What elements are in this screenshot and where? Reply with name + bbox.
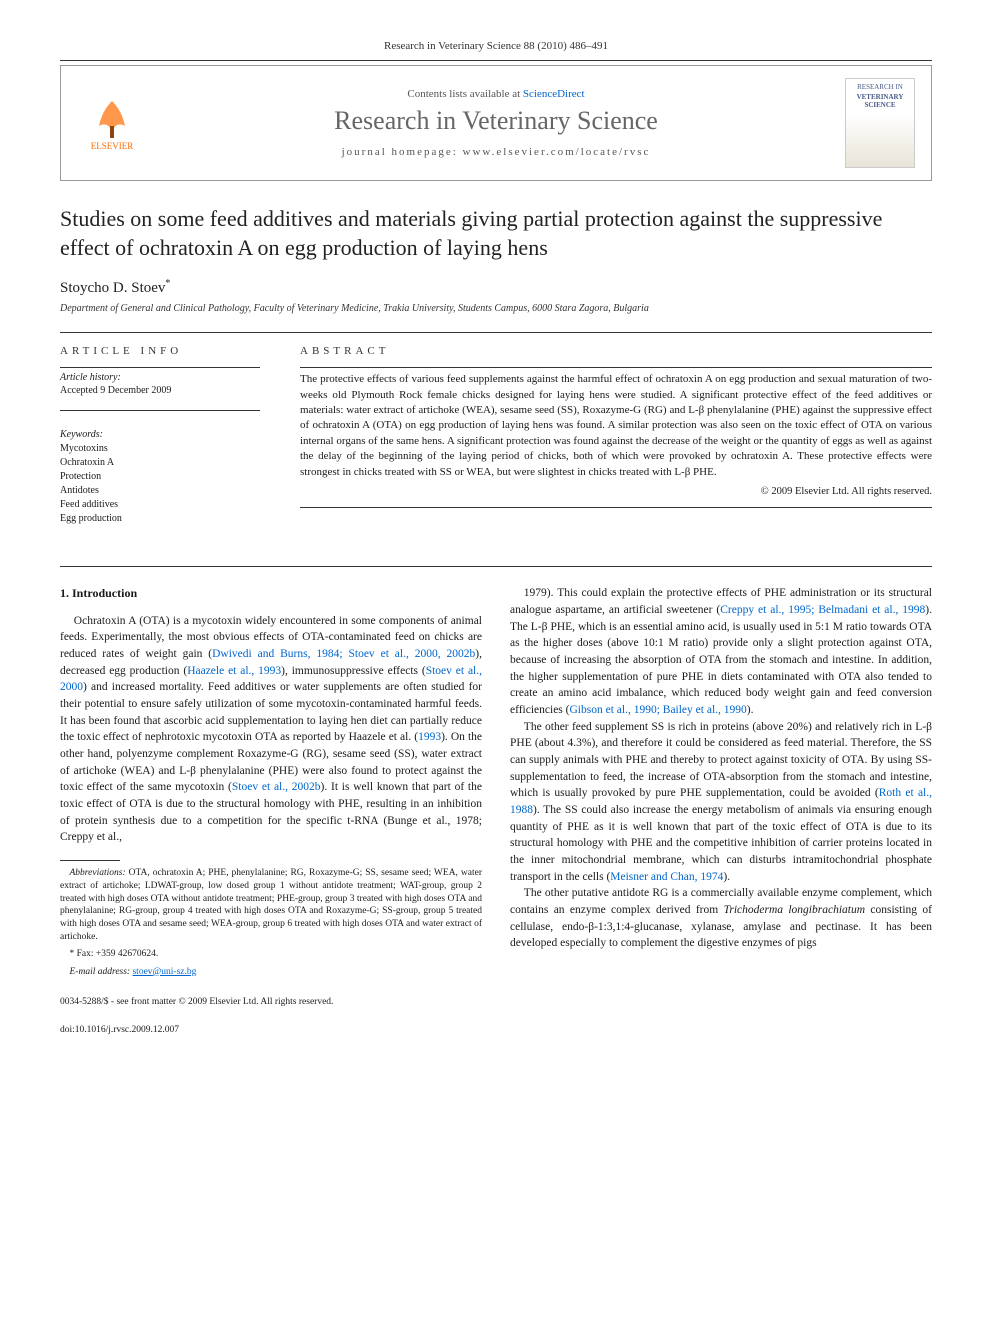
article-title: Studies on some feed additives and mater… xyxy=(60,205,932,262)
keyword: Antidotes xyxy=(60,484,260,498)
abstract-copyright: © 2009 Elsevier Ltd. All rights reserved… xyxy=(300,486,932,497)
author-text: Stoycho D. Stoev xyxy=(60,280,165,296)
contents-line: Contents lists available at ScienceDirec… xyxy=(147,88,845,100)
cover-text-top: RESEARCH IN xyxy=(850,83,910,91)
abbrev-label: Abbreviations: xyxy=(70,868,126,878)
homepage-url[interactable]: www.elsevier.com/locate/rvsc xyxy=(463,146,651,158)
info-divider-1 xyxy=(60,367,260,368)
homepage-label: journal homepage: xyxy=(342,146,463,158)
keyword: Feed additives xyxy=(60,498,260,512)
elsevier-logo: ELSEVIER xyxy=(77,88,147,158)
abstract-text: The protective effects of various feed s… xyxy=(300,372,932,480)
history-label: Article history: xyxy=(60,372,260,383)
info-divider-2 xyxy=(60,410,260,411)
article-info-heading: ARTICLE INFO xyxy=(60,345,260,357)
abstract-heading: ABSTRACT xyxy=(300,345,932,357)
column-left: 1. Introduction Ochratoxin A (OTA) is a … xyxy=(60,585,482,979)
author-name: Stoycho D. Stoev* xyxy=(60,278,932,297)
affiliation: Department of General and Clinical Patho… xyxy=(60,303,932,314)
keyword: Mycotoxins xyxy=(60,442,260,456)
keyword: Protection xyxy=(60,470,260,484)
cover-text-main: VETERINARY SCIENCE xyxy=(850,93,910,109)
keyword: Ochratoxin A xyxy=(60,456,260,470)
journal-cover-thumbnail: RESEARCH IN VETERINARY SCIENCE xyxy=(845,78,915,168)
elsevier-logo-text: ELSEVIER xyxy=(91,141,134,151)
article-info-sidebar: ARTICLE INFO Article history: Accepted 9… xyxy=(60,345,260,526)
email-link[interactable]: stoev@uni-sz.bg xyxy=(132,967,196,977)
body-columns: 1. Introduction Ochratoxin A (OTA) is a … xyxy=(60,566,932,979)
footnote-divider xyxy=(60,860,120,861)
top-divider xyxy=(60,60,932,61)
body-paragraph: The other feed supplement SS is rich in … xyxy=(510,719,932,886)
homepage-line: journal homepage: www.elsevier.com/locat… xyxy=(147,146,845,158)
column-right: 1979). This could explain the protective… xyxy=(510,585,932,979)
abstract-divider xyxy=(300,367,932,368)
abstract-divider-bottom xyxy=(300,507,932,508)
email-footnote: E-mail address: stoev@uni-sz.bg xyxy=(60,966,482,980)
journal-banner: ELSEVIER Contents lists available at Sci… xyxy=(60,65,932,181)
author-marker: * xyxy=(165,278,170,289)
citation-header: Research in Veterinary Science 88 (2010)… xyxy=(60,40,932,52)
section-heading: 1. Introduction xyxy=(60,585,482,602)
abbrev-text: OTA, ochratoxin A; PHE, phenylalanine; R… xyxy=(60,868,482,942)
contents-prefix: Contents lists available at xyxy=(407,88,522,100)
email-label: E-mail address: xyxy=(70,967,131,977)
keywords-label: Keywords: xyxy=(60,429,260,440)
abstract-block: ABSTRACT The protective effects of vario… xyxy=(300,345,932,526)
sciencedirect-link[interactable]: ScienceDirect xyxy=(523,88,585,100)
doi-line: doi:10.1016/j.rvsc.2009.12.007 xyxy=(60,1025,932,1035)
keyword: Egg production xyxy=(60,512,260,526)
elsevier-tree-icon xyxy=(87,96,137,141)
body-paragraph: Ochratoxin A (OTA) is a mycotoxin widely… xyxy=(60,613,482,846)
accepted-date: Accepted 9 December 2009 xyxy=(60,385,260,396)
abbreviations-footnote: Abbreviations: OTA, ochratoxin A; PHE, p… xyxy=(60,867,482,944)
body-paragraph: 1979). This could explain the protective… xyxy=(510,585,932,718)
body-paragraph: The other putative antidote RG is a comm… xyxy=(510,885,932,952)
journal-name: Research in Veterinary Science xyxy=(147,106,845,136)
issn-line: 0034-5288/$ - see front matter © 2009 El… xyxy=(60,997,932,1007)
fax-footnote: * Fax: +359 42670624. xyxy=(60,948,482,962)
